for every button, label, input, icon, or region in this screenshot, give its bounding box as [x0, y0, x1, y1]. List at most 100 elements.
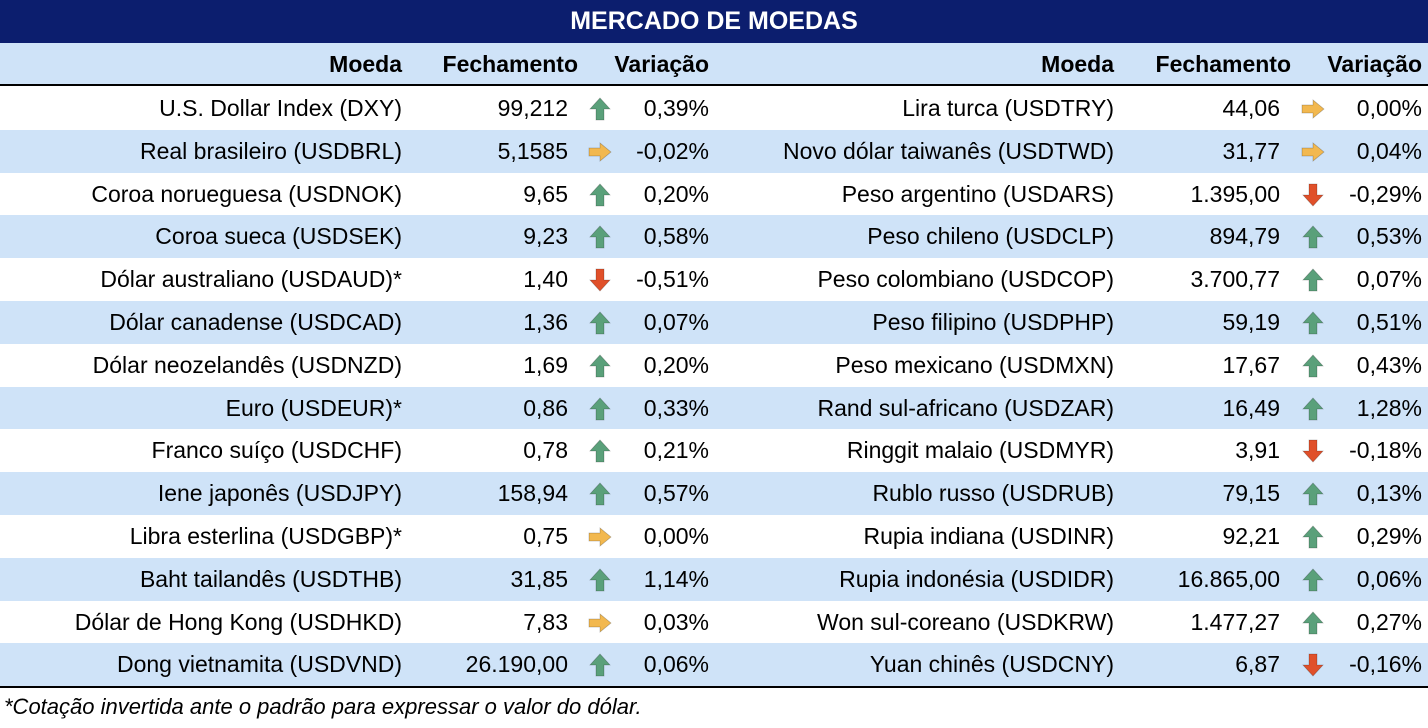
currency-name: Dong vietnamita (USDVND): [116, 651, 402, 678]
closing-value: 3,91: [1235, 437, 1280, 464]
closing-value: 9,65: [523, 180, 568, 207]
arrow-right-icon: [588, 527, 612, 547]
currency-name: Rublo russo (USDRUB): [872, 480, 1114, 507]
arrow-up-icon: [1302, 311, 1324, 335]
arrow-right-icon: [1301, 99, 1325, 119]
closing-value: 44,06: [1222, 95, 1280, 121]
arrow-up-icon: [589, 225, 611, 249]
arrow-up-icon: [589, 653, 611, 677]
change-value: 0,39%: [643, 95, 709, 121]
arrow-up-icon: [589, 482, 611, 506]
closing-value: 0,86: [523, 394, 568, 421]
currency-name: Lira turca (USDTRY): [902, 95, 1114, 121]
table-body: U.S. Dollar Index (DXY) 99,212 0,39% Lira t…: [0, 87, 1428, 687]
closing-value: 9,23: [523, 223, 568, 250]
change-value: 0,06%: [643, 651, 709, 678]
currency-name: Libra esterlina (USDGBP)*: [129, 522, 402, 549]
table-row: Coroa norueguesa (USDNOK) 9,65 0,20% Peso a…: [0, 173, 1428, 216]
currency-name: Peso argentino (USDARS): [841, 180, 1114, 207]
change-value: 0,03%: [643, 608, 709, 635]
currency-name: Rupia indonésia (USDIDR): [839, 565, 1114, 592]
arrow-right-icon: [588, 141, 612, 162]
currency-name: U.S. Dollar Index (DXY): [159, 95, 402, 121]
change-value: 0,57%: [643, 480, 709, 507]
closing-value: 79,15: [1222, 480, 1280, 507]
currency-name: Euro (USDEUR)*: [225, 394, 402, 421]
arrow-up-icon: [1302, 525, 1324, 549]
table-row: Baht tailandês (USDTHB) 31,85 1,14% Rupia i…: [0, 557, 1428, 601]
change-value: 0,29%: [1356, 522, 1422, 549]
change-value: 0,07%: [643, 308, 709, 335]
table-row: Dólar australiano (USDAUD)* 1,40 -0,51% Pes…: [0, 258, 1428, 301]
change-value: 0,06%: [1356, 565, 1422, 592]
closing-value: 26.190,00: [465, 651, 568, 678]
header-currency-right: Moeda: [1041, 51, 1114, 77]
change-value: -0,02%: [636, 137, 709, 164]
closing-value: 31,85: [510, 565, 568, 592]
closing-value: 0,75: [523, 522, 568, 549]
arrow-down-icon: [1302, 439, 1324, 463]
currency-name: Peso chileno (USDCLP): [867, 223, 1114, 250]
arrow-up-icon: [1302, 482, 1324, 506]
change-value: 0,07%: [1356, 266, 1422, 293]
table-row: Euro (USDEUR)* 0,86 0,33% Rand sul-africano…: [0, 386, 1428, 430]
currency-name: Novo dólar taiwanês (USDTWD): [782, 137, 1114, 164]
table-row: Libra esterlina (USDGBP)* 0,75 0,00% Rupia …: [0, 515, 1428, 558]
arrow-up-icon: [589, 568, 611, 592]
arrow-up-icon: [1302, 568, 1324, 592]
closing-value: 31,77: [1222, 137, 1280, 164]
change-value: 0,04%: [1356, 137, 1422, 164]
change-value: 0,33%: [643, 394, 709, 421]
change-value: 0,13%: [1356, 480, 1422, 507]
change-value: -0,51%: [636, 266, 709, 293]
header-close-left: Fechamento: [442, 51, 578, 77]
table-row: Dong vietnamita (USDVND) 26.190,00 0,06% Yu…: [0, 643, 1428, 687]
header-change-right: Variação: [1327, 51, 1422, 77]
arrow-up-icon: [1302, 225, 1324, 249]
currency-name: Iene japonês (USDJPY): [157, 480, 402, 507]
change-value: 0,53%: [1356, 223, 1422, 250]
arrow-up-icon: [589, 97, 611, 121]
currency-name: Peso colombiano (USDCOP): [817, 266, 1114, 293]
currency-name: Dólar australiano (USDAUD)*: [100, 266, 402, 293]
table-row: Franco suíço (USDCHF) 0,78 0,21% Ringgit ma…: [0, 429, 1428, 472]
change-value: 0,00%: [643, 522, 709, 549]
change-value: -0,16%: [1349, 651, 1422, 678]
change-value: 0,27%: [1356, 608, 1422, 635]
change-value: 1,28%: [1356, 394, 1422, 421]
arrow-up-icon: [1302, 396, 1324, 420]
table-row: Iene japonês (USDJPY) 158,94 0,57% Rublo ru…: [0, 472, 1428, 515]
change-value: 0,20%: [643, 351, 709, 378]
currency-name: Ringgit malaio (USDMYR): [846, 437, 1114, 464]
arrow-up-icon: [1302, 354, 1324, 378]
closing-value: 1.395,00: [1190, 180, 1280, 207]
closing-value: 894,79: [1209, 223, 1280, 250]
closing-value: 7,83: [523, 608, 568, 635]
change-value: 0,43%: [1356, 351, 1422, 378]
currency-name: Coroa norueguesa (USDNOK): [91, 180, 402, 207]
arrow-down-icon: [589, 268, 611, 292]
closing-value: 0,78: [523, 437, 568, 464]
change-value: 1,14%: [643, 565, 709, 592]
arrow-up-icon: [589, 182, 611, 206]
closing-value: 16.865,00: [1177, 565, 1280, 592]
change-value: -0,29%: [1349, 180, 1422, 207]
change-value: -0,18%: [1349, 437, 1422, 464]
table-row: Real brasileiro (USDBRL) 5,1585 -0,02% Novo…: [0, 129, 1428, 173]
arrow-right-icon: [588, 612, 612, 633]
table-row: Dólar canadense (USDCAD) 1,36 0,07% Peso fi…: [0, 300, 1428, 344]
arrow-up-icon: [1302, 268, 1324, 292]
currency-name: Baht tailandês (USDTHB): [139, 565, 402, 592]
change-value: 0,21%: [643, 437, 709, 464]
closing-value: 5,1585: [497, 137, 568, 164]
change-value: 0,00%: [1356, 95, 1422, 121]
header-row: Moeda Fechamento Variação Moeda Fechamen…: [0, 43, 1428, 86]
currency-name: Dólar canadense (USDCAD): [109, 308, 402, 335]
arrow-up-icon: [589, 311, 611, 335]
table-row: U.S. Dollar Index (DXY) 99,212 0,39% Lira t…: [0, 87, 1428, 130]
change-value: 0,51%: [1356, 308, 1422, 335]
closing-value: 6,87: [1235, 651, 1280, 678]
currency-name: Won sul-coreano (USDKRW): [817, 608, 1114, 635]
closing-value: 1,36: [523, 308, 568, 335]
